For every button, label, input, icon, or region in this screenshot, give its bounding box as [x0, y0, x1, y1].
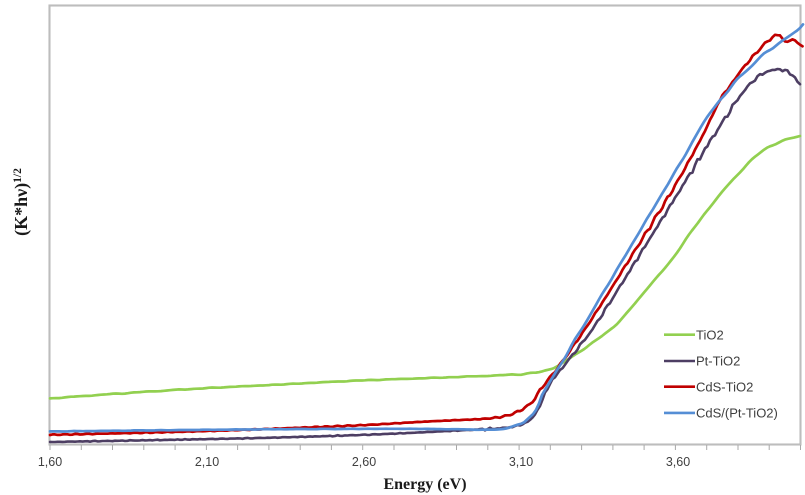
svg-text:CdS-TiO2: CdS-TiO2: [696, 379, 753, 394]
svg-text:CdS/(Pt-TiO2): CdS/(Pt-TiO2): [696, 406, 778, 421]
svg-text:1,60: 1,60: [38, 455, 62, 469]
svg-text:3,10: 3,10: [509, 455, 533, 469]
svg-text:(K*hν)1/2: (K*hν)1/2: [11, 168, 32, 236]
svg-text:TiO2: TiO2: [696, 327, 724, 342]
svg-text:2,10: 2,10: [195, 455, 219, 469]
svg-text:Energy (eV): Energy (eV): [383, 476, 466, 493]
svg-text:Pt-TiO2: Pt-TiO2: [696, 354, 740, 369]
svg-text:2,60: 2,60: [352, 455, 376, 469]
svg-text:3,60: 3,60: [666, 455, 690, 469]
